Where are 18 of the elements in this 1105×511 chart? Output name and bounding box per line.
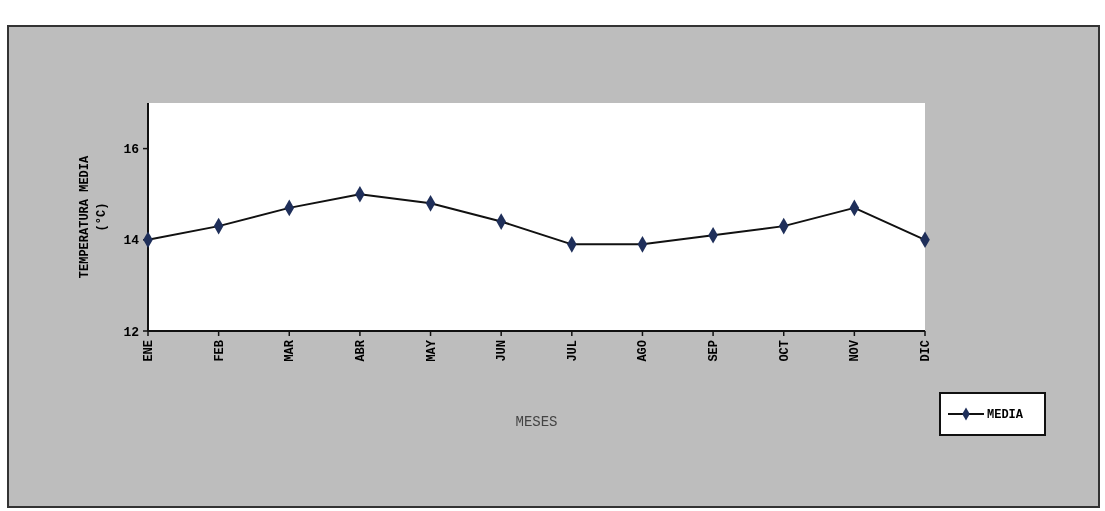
- x-tick-label: SEP: [707, 340, 722, 362]
- y-axis-title: TEMPERATURA MEDIA (°C): [78, 154, 109, 279]
- y-tick-label: 14: [123, 233, 140, 249]
- x-tick-label: NOV: [848, 339, 863, 362]
- x-tick-label: MAR: [283, 339, 298, 362]
- x-tick-label: JUL: [565, 340, 580, 362]
- x-tick-label: OCT: [777, 340, 792, 362]
- y-tick-label: 16: [123, 142, 140, 158]
- y-tick-label: 12: [123, 324, 140, 340]
- x-tick-label: ABR: [353, 339, 368, 362]
- x-tick-label: FEB: [212, 340, 227, 362]
- legend-label: MEDIA: [987, 408, 1024, 423]
- x-tick-label: DIC: [919, 340, 933, 362]
- x-tick-label: JUN: [495, 340, 510, 362]
- x-tick-label: ENE: [142, 340, 156, 362]
- x-axis-title: MESES: [515, 414, 558, 430]
- x-tick-label: MAY: [424, 339, 439, 362]
- x-tick-label: AGO: [636, 340, 651, 362]
